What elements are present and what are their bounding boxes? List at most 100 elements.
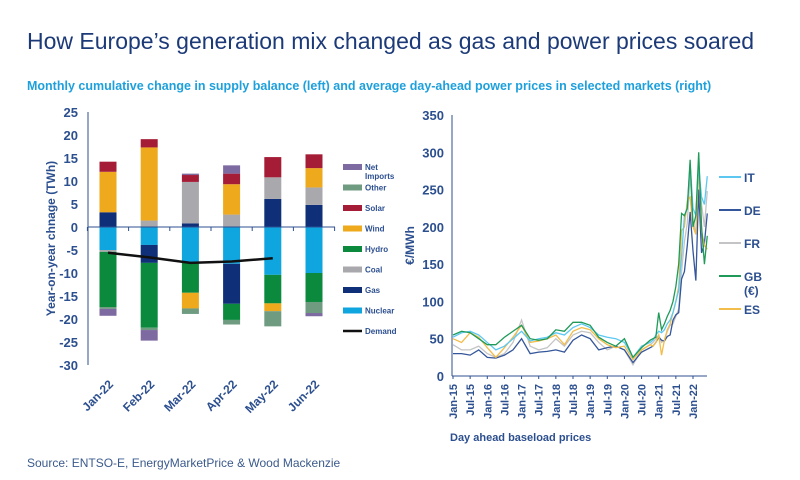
x-tick-label: Jul-18 — [568, 384, 580, 416]
legend-swatch-net-imports — [343, 164, 362, 170]
legend-label: Wind — [365, 225, 385, 234]
x-tick-label: Mar-22 — [161, 377, 198, 414]
bar-segment-gas — [99, 212, 117, 227]
y-tick-label: 350 — [422, 108, 444, 123]
x-tick-label: Jan-15 — [448, 384, 460, 419]
x-tick-label: Feb-22 — [120, 377, 157, 414]
bar-segment-other — [99, 307, 117, 309]
x-tick-label: Jan-20 — [619, 384, 631, 419]
x-tick-label: Apr-22 — [203, 377, 240, 414]
bar-segment-coal — [305, 187, 323, 205]
legend-swatch-wind — [343, 225, 362, 232]
bar-segment-wind — [99, 171, 117, 213]
y-tick-label: 0 — [437, 369, 444, 384]
bar-segment-solar — [223, 173, 241, 185]
bar-segment-other — [140, 327, 158, 331]
legend-label: Solar — [365, 204, 385, 213]
bar-segment-coal — [181, 181, 199, 224]
series-line-gb- — [452, 152, 708, 359]
bar-segment-wind — [140, 147, 158, 221]
bar-segment-wind — [181, 292, 199, 309]
y-tick-label: 300 — [422, 145, 444, 160]
legend-label: IT — [744, 171, 755, 185]
x-axis-title: Day ahead baseload prices — [450, 432, 591, 444]
bar-segment-nuclear — [99, 227, 117, 250]
bar-segment-net-imports — [181, 173, 199, 176]
y-tick-label: 15 — [64, 151, 78, 166]
y-tick-label: -10 — [59, 266, 78, 281]
legend-label: (€) — [744, 284, 759, 298]
bar-segment-wind — [223, 184, 241, 215]
y-tick-label: 5 — [71, 197, 78, 212]
bar-segment-gas — [140, 244, 158, 263]
source-note: Source: ENTSO-E, EnergyMarketPrice & Woo… — [27, 456, 341, 470]
legend-swatch-nuclear — [343, 307, 362, 314]
bar-segment-hydro — [264, 274, 282, 304]
legend-swatch-other — [343, 184, 362, 191]
x-tick-label: Jan-22 — [79, 377, 116, 414]
bar-segment-solar — [264, 157, 282, 178]
x-tick-label: Jan-16 — [482, 384, 494, 419]
y-tick-label: 150 — [422, 257, 444, 272]
y-tick-label: 250 — [422, 183, 444, 198]
y-tick-label: 100 — [422, 294, 444, 309]
bar-segment-solar — [181, 175, 199, 182]
legend-swatch-coal — [343, 266, 362, 273]
bar-segment-hydro — [140, 262, 158, 328]
bar-segment-nuclear — [305, 227, 323, 273]
x-tick-label: Jul-17 — [534, 384, 546, 416]
bar-segment-solar — [305, 154, 323, 169]
bar-segment-gas — [181, 223, 199, 227]
bar-segment-gas — [264, 198, 282, 227]
bar-segment-hydro — [223, 303, 241, 320]
bar-segment-nuclear — [264, 227, 282, 275]
bar-segment-net-imports — [99, 308, 117, 316]
y-tick-label: -25 — [59, 335, 78, 350]
bar-segment-solar — [140, 139, 158, 148]
x-tick-label: Jul-20 — [637, 384, 649, 416]
bar-segment-solar — [99, 161, 117, 172]
page-subtitle: Monthly cumulative change in supply bala… — [27, 79, 712, 93]
x-tick-label: Jun-22 — [285, 377, 322, 414]
bar-segment-net-imports — [305, 313, 323, 317]
bar-segment-hydro — [305, 273, 323, 302]
page-title: How Europe’s generation mix changed as g… — [27, 28, 755, 54]
bar-segment-other — [223, 319, 241, 325]
y-tick-label: -30 — [59, 358, 78, 373]
y-axis-title: Year-on-year chnage (TWh) — [44, 161, 58, 316]
bar-segment-net-imports — [140, 330, 158, 341]
legend-label: Gas — [365, 286, 381, 295]
bar-segment-coal — [140, 220, 158, 227]
bar-segment-hydro — [181, 262, 199, 293]
x-tick-label: Jan-17 — [517, 384, 529, 419]
bar-segment-other — [264, 311, 282, 327]
y-tick-label: 25 — [64, 105, 78, 120]
demand-line — [107, 251, 273, 265]
legend-swatch-gas — [343, 287, 362, 293]
bar-segment-gas — [305, 204, 323, 227]
x-tick-label: May-22 — [242, 377, 281, 416]
legend-label: Nuclear — [365, 307, 394, 316]
legend-label: GB — [744, 270, 762, 284]
x-tick-label: Jul-15 — [465, 384, 477, 416]
bar-segment-coal — [223, 214, 241, 227]
legend-label: Imports — [365, 172, 395, 181]
x-tick-label: Jan-21 — [654, 384, 666, 419]
y-tick-label: 10 — [64, 174, 78, 189]
legend-swatch-hydro — [343, 246, 362, 252]
bar-segment-coal — [264, 177, 282, 199]
legend-label: Hydro — [365, 245, 388, 254]
y-tick-label: 0 — [71, 220, 78, 235]
x-tick-label: Jul-16 — [499, 384, 511, 416]
bar-segment-wind — [264, 303, 282, 312]
bar-segment-hydro — [99, 251, 117, 308]
legend-label: Coal — [365, 266, 382, 275]
legend-swatch-solar — [343, 205, 362, 211]
bar-segment-gas — [223, 263, 241, 304]
bar-segment-other — [305, 301, 323, 314]
y-axis-title: €/MWh — [403, 226, 417, 265]
legend-label: DE — [744, 204, 761, 218]
legend-label: ES — [744, 303, 760, 317]
legend-label: FR — [744, 237, 760, 251]
